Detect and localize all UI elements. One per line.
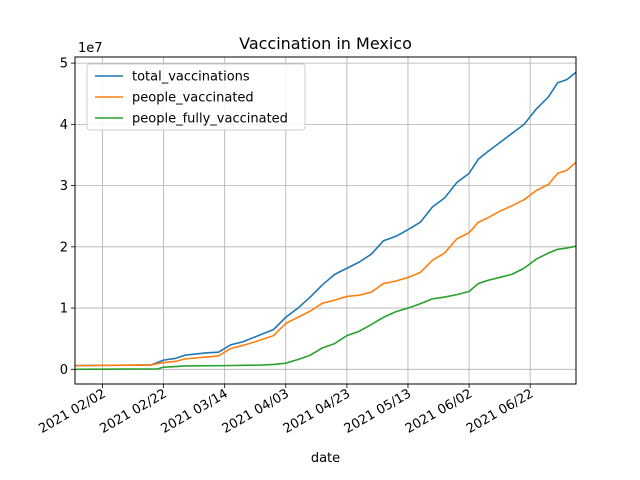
y-tick-label: 1	[60, 302, 68, 317]
series-line-people-fully-vaccinated	[74, 245, 577, 371]
series-lines	[74, 71, 577, 371]
y-tick-label: 4	[60, 118, 68, 133]
y-tick-label: 0	[60, 363, 68, 378]
legend-label: people_fully_vaccinated	[132, 112, 288, 127]
legend-label: people_vaccinated	[132, 91, 254, 106]
series-line-total-vaccinations	[74, 71, 577, 367]
series-line-people-vaccinated	[74, 161, 577, 367]
legend-box	[86, 63, 306, 131]
y-tick-label: 5	[60, 57, 68, 72]
axes-frame	[74, 56, 577, 385]
y-offset-label: 1e7	[78, 41, 103, 56]
legend-label: total_vaccinations	[132, 70, 250, 85]
y-tick-label: 2	[60, 240, 68, 255]
x-axis-label: date	[311, 451, 340, 466]
legend: total_vaccinations people_vaccinatedpeopl…	[86, 63, 306, 131]
chart-title: Vaccination in Mexico	[239, 34, 412, 53]
y-tick-label: 3	[60, 179, 68, 194]
